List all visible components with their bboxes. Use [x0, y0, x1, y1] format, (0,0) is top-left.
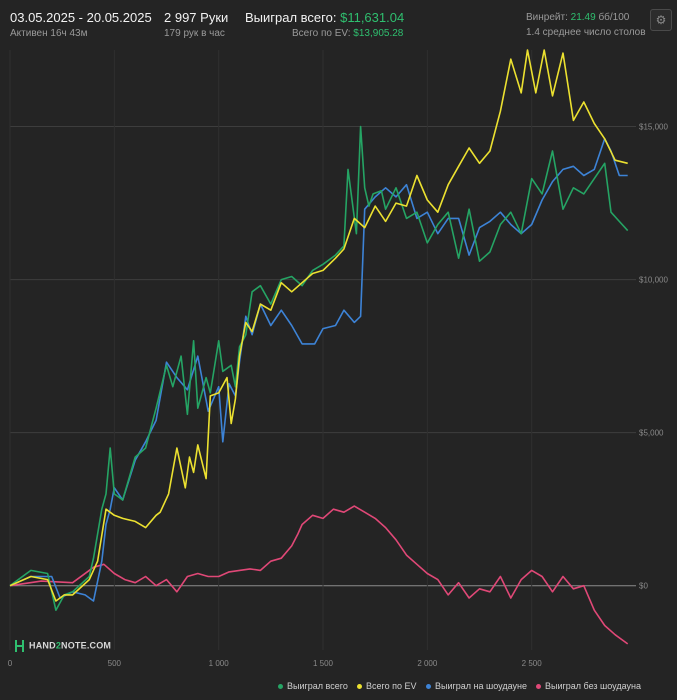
x-tick-label: 0 [8, 659, 13, 668]
gear-icon[interactable]: ⚙ [650, 9, 672, 31]
ev-total-label: Всего по EV: [292, 28, 351, 39]
chart-series [9, 49, 629, 645]
chart-legend: Выиграл всего Всего по EV Выиграл на шоу… [270, 681, 670, 693]
logo-text-b: 2 [55, 640, 62, 651]
ev-total: Всего по EV: $13,905.28 [292, 28, 403, 39]
y-tick-label: $15,000 [639, 123, 668, 132]
y-tick-label: $10,000 [639, 276, 668, 285]
legend-swatch [536, 684, 541, 690]
x-tick-label: 2 500 [522, 659, 543, 668]
x-tick-label: 1 500 [313, 659, 334, 668]
y-axis-labels: $0 $5,000 $10,000 $15,000 [639, 123, 668, 591]
legend-swatch [278, 684, 283, 690]
legend-item-won-total[interactable]: Выиграл всего [278, 681, 348, 691]
ev-total-value: $13,905.28 [353, 28, 404, 39]
legend-item-non-showdown[interactable]: Выиграл без шоудауна [536, 681, 641, 691]
hands-count: 2 997 Руки [164, 10, 229, 25]
winrate-value: 21.49 [570, 12, 596, 23]
legend-swatch [426, 684, 431, 690]
logo-text-c: NOTE.COM [61, 640, 112, 651]
series-line-showdown [9, 138, 628, 602]
x-tick-label: 500 [108, 659, 122, 668]
hands-per-hour: 179 рук в час [164, 28, 225, 39]
legend-label: Всего по EV [366, 681, 417, 691]
x-tick-label: 2 000 [417, 659, 438, 668]
winrate-unit: бб/100 [598, 12, 630, 23]
x-axis-labels: 0 500 1 000 1 500 2 000 2 500 [8, 659, 542, 668]
legend-label: Выиграл всего [287, 681, 348, 691]
won-total-label: Выиграл всего: [245, 10, 337, 25]
hand2note-logo: HAND2NOTE.COM [14, 640, 111, 652]
chart-grid [9, 50, 636, 650]
avg-tables: 1.4 среднее число столов [526, 27, 646, 38]
winrate-label: Винрейт: [526, 12, 568, 23]
date-range: 03.05.2025 - 20.05.2025 [10, 10, 152, 25]
series-line-non-showdown [9, 505, 629, 645]
summary-header: 03.05.2025 - 20.05.2025 Активен 16ч 43м … [0, 0, 677, 48]
x-tick-label: 1 000 [209, 659, 230, 668]
winrate: Винрейт: 21.49 бб/100 [526, 12, 629, 23]
won-total: Выиграл всего: $11,631.04 [245, 10, 404, 25]
legend-swatch [357, 684, 362, 690]
y-tick-label: $5,000 [639, 429, 664, 438]
legend-label: Выиграл без шоудауна [545, 681, 641, 691]
logo-text-a: HAND [29, 640, 56, 651]
active-time: Активен 16ч 43м [10, 28, 88, 39]
legend-label: Выиграл на шоудауне [435, 681, 527, 691]
legend-item-showdown[interactable]: Выиграл на шоудауне [426, 681, 527, 691]
won-total-value: $11,631.04 [340, 10, 405, 25]
series-line-ev-total [9, 49, 628, 602]
hand2note-logo-icon [14, 640, 26, 652]
y-tick-label: $0 [639, 582, 648, 591]
series-line-won-total [9, 125, 629, 612]
legend-item-ev-total[interactable]: Всего по EV [357, 681, 416, 691]
